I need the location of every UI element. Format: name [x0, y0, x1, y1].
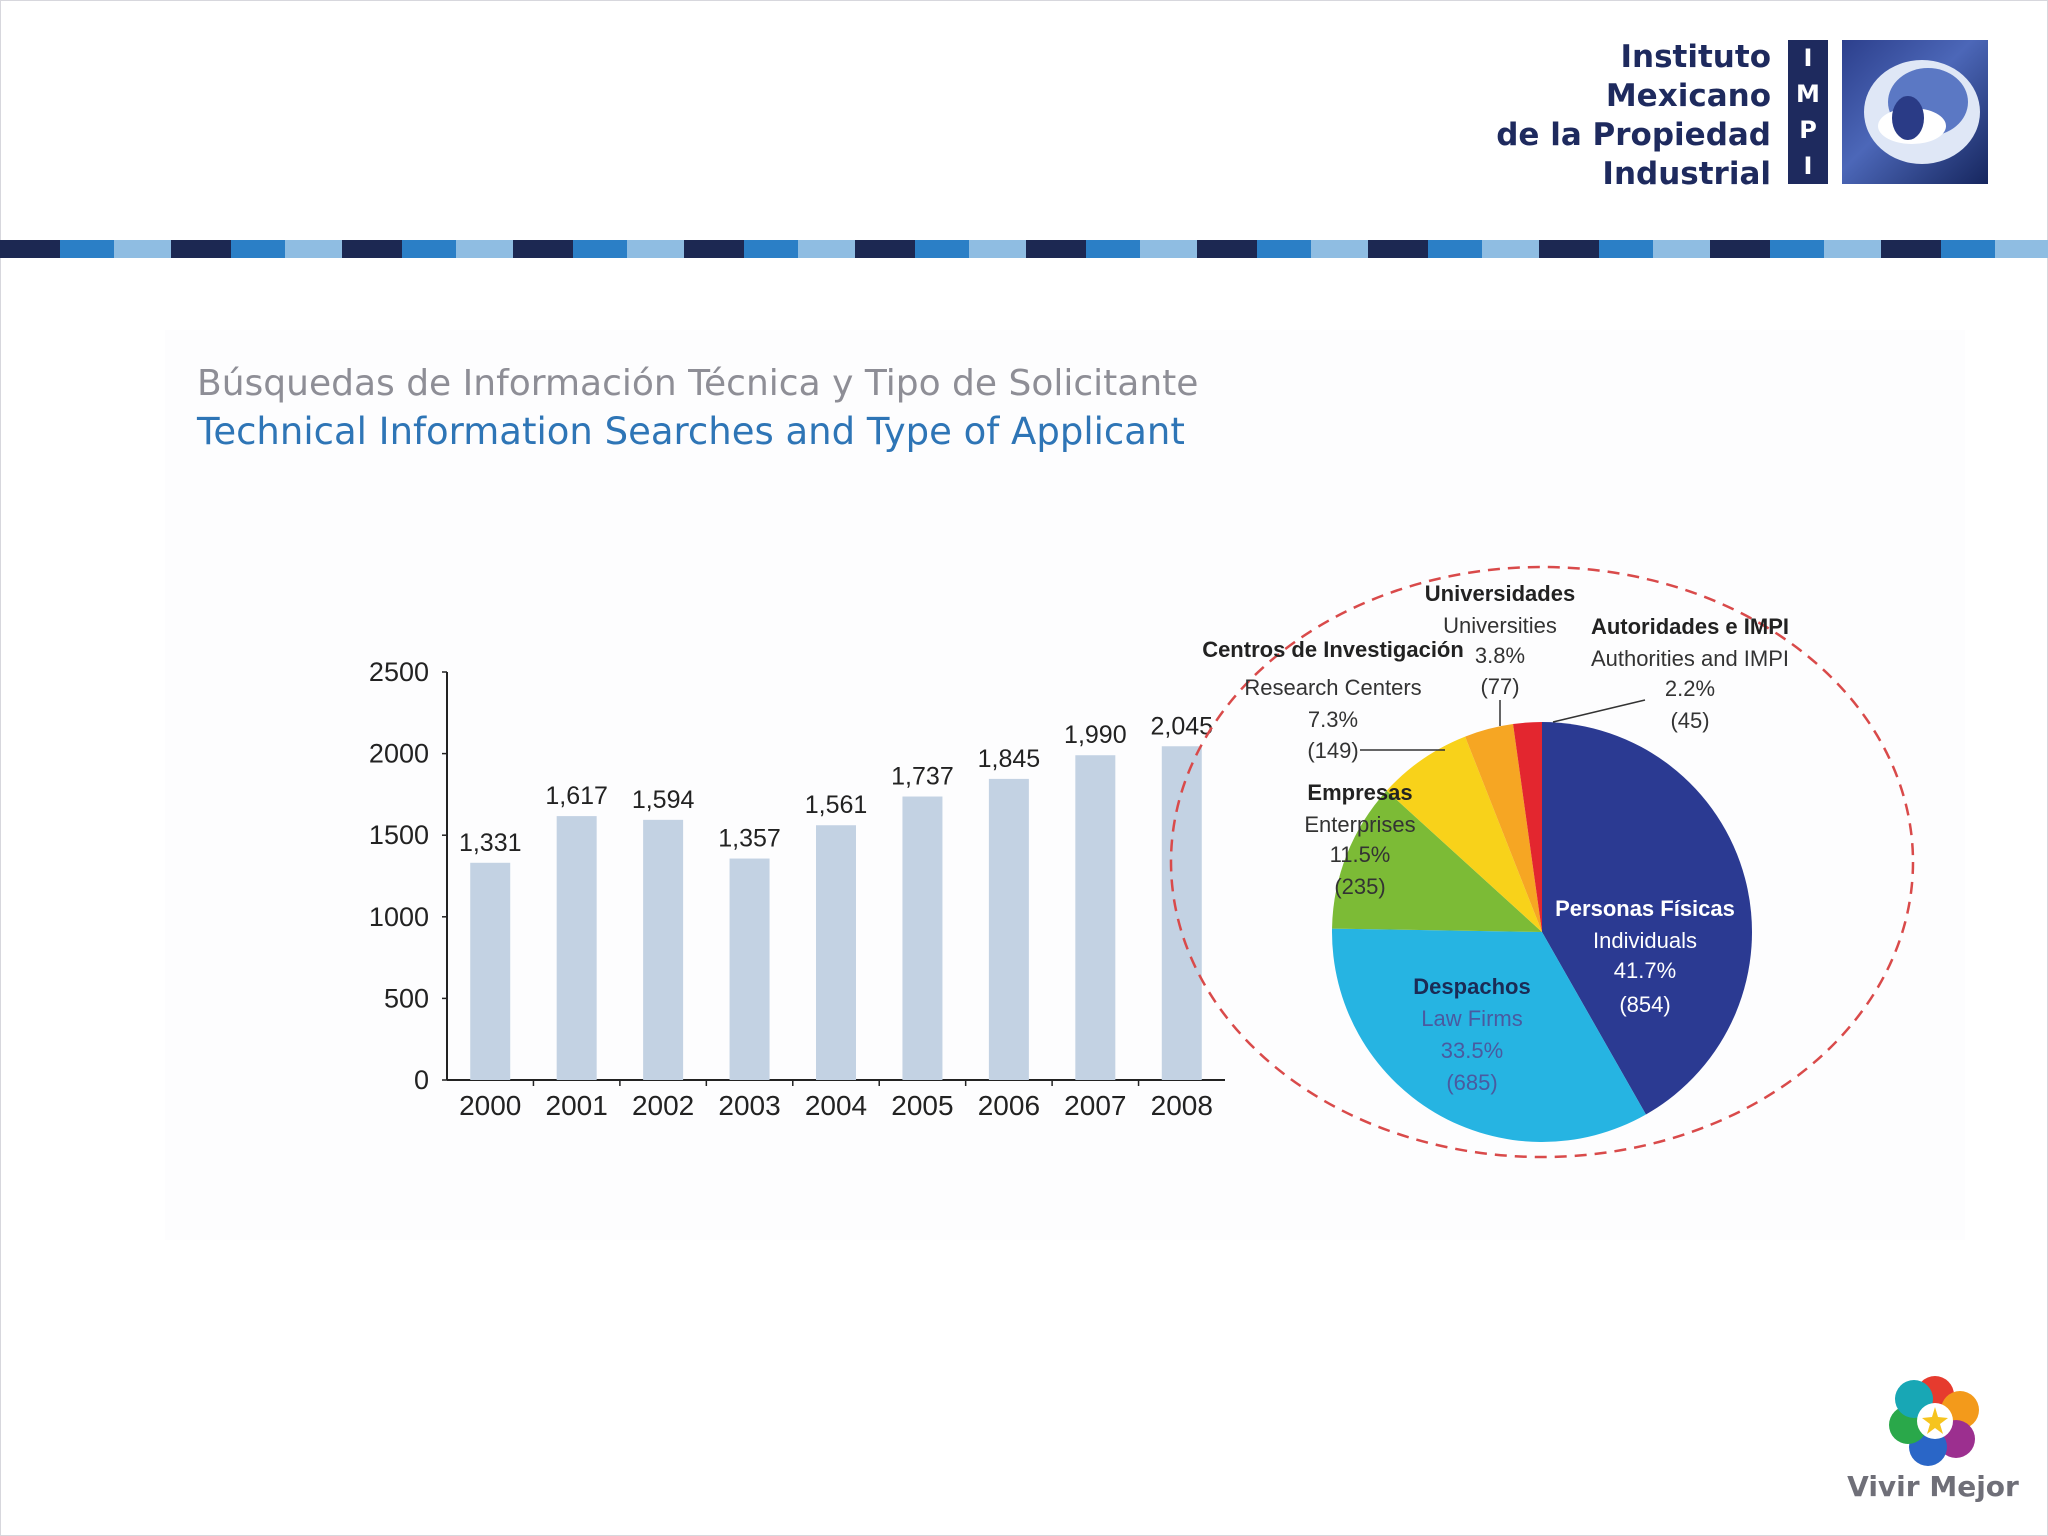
impi-logo-letters: I M P I [1788, 40, 1828, 184]
pie-label-en: Universities [1443, 613, 1557, 638]
pie-label-percent: 3.8% [1475, 643, 1525, 668]
pie-label-es: Autoridades e IMPI [1591, 614, 1789, 639]
pie-slice [1465, 724, 1542, 932]
bar-data-label: 1,617 [545, 782, 608, 810]
pie-label-enterprises: Empresas Enterprises 11.5% (235) [1304, 780, 1415, 899]
logo-letter: P [1799, 116, 1817, 144]
pie-label-percent: 11.5% [1330, 842, 1391, 867]
pie-slice [1386, 736, 1542, 932]
pie-label-universities: Universidades Universities 3.8% (77) [1425, 581, 1575, 699]
pie-label-en: Research Centers [1244, 675, 1421, 700]
pie-slice [1332, 928, 1646, 1142]
pie-label-es: Empresas [1307, 780, 1412, 805]
pie-label-percent: 2.2% [1665, 676, 1715, 701]
bar-data-label: 1,845 [978, 745, 1041, 773]
bar-data-label: 1,990 [1064, 721, 1127, 749]
y-tick-label: 1500 [369, 820, 429, 850]
leader-line-authorities [1552, 699, 1646, 723]
impi-emblem-icon [1842, 40, 1988, 184]
bar-data-label: 1,561 [805, 791, 868, 819]
y-tick-label: 1000 [369, 902, 429, 932]
pie-label-law-firms: Despachos Law Firms 33.5% (685) [1413, 974, 1530, 1095]
pie-slice [1332, 790, 1542, 932]
bar [643, 819, 684, 1080]
logo-line: Industrial [1602, 156, 1771, 192]
bar [729, 858, 770, 1080]
x-tick-label: 2001 [546, 1090, 608, 1121]
bar-data-label: 1,737 [891, 763, 954, 791]
pie-label-es: Universidades [1425, 581, 1575, 606]
pie-slice [1513, 722, 1542, 932]
logo-letter: M [1796, 80, 1820, 108]
x-tick-label: 2004 [805, 1090, 867, 1121]
bar [556, 816, 597, 1080]
x-tick-label: 2005 [891, 1090, 953, 1121]
logo-letter: I [1803, 152, 1813, 180]
logo-line: de la Propiedad [1496, 117, 1771, 153]
bar [1075, 755, 1116, 1080]
bar-data-label: 1,357 [718, 825, 781, 853]
pie-label-count: (45) [1670, 708, 1709, 733]
header-stripe [0, 240, 2048, 258]
pie-label-es: Despachos [1413, 974, 1530, 999]
pie-label-percent: 7.3% [1308, 707, 1358, 732]
x-tick-label: 2002 [632, 1090, 694, 1121]
pie-label-percent: 41.7% [1614, 958, 1676, 983]
x-tick-label: 2008 [1151, 1090, 1213, 1121]
pie-label-count: (149) [1307, 738, 1358, 763]
x-tick-label: 2006 [978, 1090, 1040, 1121]
y-tick-label: 2000 [369, 739, 429, 769]
pie-label-es: Personas Físicas [1555, 896, 1735, 921]
x-tick-label: 2003 [718, 1090, 780, 1121]
y-tick-label: 500 [384, 983, 429, 1013]
pie-label-en: Law Firms [1421, 1006, 1522, 1031]
bar [816, 825, 856, 1080]
pie-label-en: Individuals [1593, 928, 1697, 953]
pie-label-en: Enterprises [1304, 812, 1415, 837]
pie-label-count: (854) [1619, 992, 1670, 1017]
pie-label-en: Authorities and IMPI [1591, 646, 1789, 671]
y-tick-label: 0 [414, 1065, 429, 1095]
highlight-ring [1169, 565, 1915, 1159]
bar-chart: 0 500 1000 1500 2000 2500 1,331 2000 1,617 2001 1,… [369, 657, 1225, 1121]
y-tick-label: 2500 [369, 657, 429, 687]
bar-data-label: 2,045 [1150, 712, 1213, 740]
pie-label-count: (685) [1446, 1070, 1497, 1095]
bar [988, 778, 1029, 1080]
vivir-mejor-text: Vivir Mejor [1847, 1470, 2019, 1503]
pie-label-individuals: Personas Físicas Individuals 41.7% (854) [1555, 896, 1735, 1017]
logo-letter: I [1803, 44, 1813, 72]
bar [470, 862, 511, 1080]
pie-label-es: Centros de Investigación [1202, 637, 1464, 662]
pie-chart [1332, 722, 1753, 1142]
logo-line: Instituto [1620, 39, 1771, 75]
pie-label-percent: 33.5% [1441, 1038, 1503, 1063]
bar [902, 796, 943, 1080]
logo-line: Mexicano [1605, 78, 1771, 114]
bar [1161, 746, 1202, 1080]
pie-slice [1542, 722, 1753, 1115]
bar-data-label: 1,594 [632, 786, 695, 814]
pie-labels: Personas Físicas Individuals 41.7% (854)… [1202, 581, 1789, 1095]
pie-label-count: (77) [1480, 674, 1519, 699]
x-tick-label: 2007 [1064, 1090, 1126, 1121]
vivir-mejor-logo-icon [1889, 1376, 1979, 1466]
pie-label-count: (235) [1334, 874, 1385, 899]
slide-title-english: Technical Information Searches and Type … [197, 410, 1185, 453]
impi-logo-text: Instituto Mexicano de la Propiedad Indus… [1451, 38, 1771, 194]
x-tick-label: 2000 [459, 1090, 521, 1121]
bar-data-label: 1,331 [459, 829, 522, 857]
pie-label-research-centers: Centros de Investigación Research Center… [1202, 637, 1464, 763]
slide-title-spanish: Búsquedas de Información Técnica y Tipo … [197, 363, 1199, 404]
pie-label-authorities: Autoridades e IMPI Authorities and IMPI … [1591, 614, 1789, 733]
